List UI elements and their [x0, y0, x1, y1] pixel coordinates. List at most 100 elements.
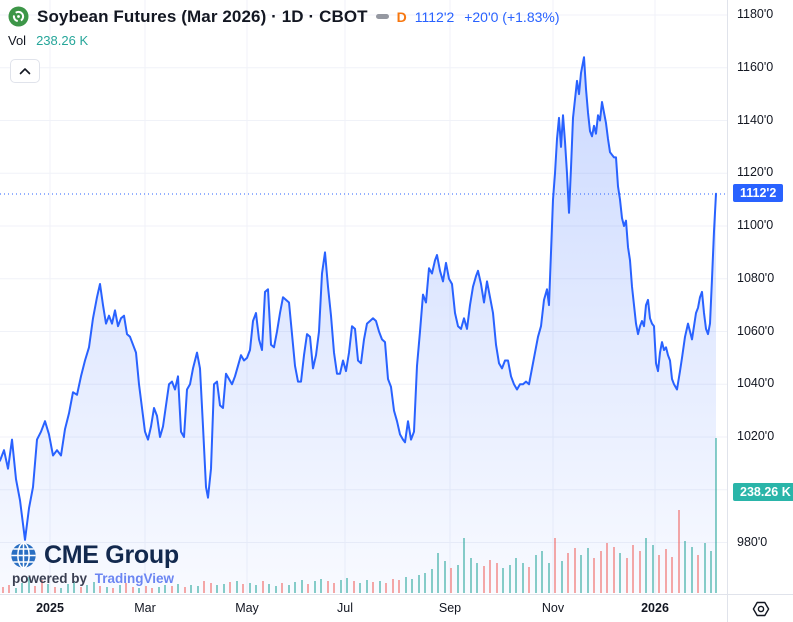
price-axis-label: 1040'0 — [737, 376, 775, 391]
volume-bar — [112, 588, 114, 593]
volume-label: Vol — [8, 33, 27, 48]
volume-bar — [645, 538, 647, 593]
last-price-and-change: 1112'2 +20'0 (+1.83%) — [415, 9, 560, 25]
volume-bar — [593, 558, 595, 593]
volume-bar — [2, 587, 4, 593]
time-axis-label: 2025 — [36, 601, 64, 615]
volume-bar — [333, 583, 335, 593]
volume-bar — [327, 581, 329, 593]
volume-bar — [398, 580, 400, 593]
axis-corner — [727, 594, 793, 622]
cme-group-logo-text[interactable]: CME Group — [44, 541, 179, 569]
volume-bar — [489, 560, 491, 593]
volume-bar — [366, 580, 368, 593]
volume-legend: Vol 238.26 K — [8, 33, 88, 48]
volume-bar — [444, 561, 446, 593]
volume-bar — [574, 548, 576, 593]
volume-bar — [483, 566, 485, 593]
volume-bar — [704, 543, 706, 593]
volume-bar — [275, 586, 277, 593]
volume-bar — [320, 579, 322, 593]
volume-bar — [639, 551, 641, 593]
volume-bar — [626, 558, 628, 593]
volume-bar — [535, 555, 537, 593]
price-axis-label: 1120'0 — [737, 165, 774, 180]
volume-bar — [34, 586, 36, 593]
time-axis-label: Nov — [541, 601, 565, 615]
soybean-symbol-icon — [8, 6, 29, 27]
volume-bar — [697, 555, 699, 593]
volume-bar — [684, 541, 686, 593]
volume-bar — [548, 563, 550, 593]
volume-bar — [73, 581, 75, 593]
volume-bar — [203, 581, 205, 593]
volume-bar — [60, 588, 62, 593]
volume-bar — [379, 581, 381, 593]
volume-bar — [288, 585, 290, 593]
gear-icon[interactable] — [750, 598, 772, 620]
volume-bar — [431, 569, 433, 593]
volume-bar — [171, 586, 173, 593]
price-axis-label: 1140'0 — [737, 112, 774, 127]
last-price-badge: 1112'2 — [733, 184, 784, 202]
volume-badge: 238.26 K — [733, 483, 793, 501]
volume-bar — [301, 580, 303, 593]
volume-bar — [184, 587, 186, 593]
time-axis-label: Mar — [134, 601, 156, 615]
volume-bar — [99, 586, 101, 593]
price-axis-label: 980'0 — [737, 534, 768, 549]
volume-bar — [710, 551, 712, 593]
price-line-series — [0, 56, 717, 541]
volume-bar — [314, 581, 316, 593]
volume-bar — [385, 583, 387, 593]
interval-label: D — [396, 8, 407, 25]
volume-bar — [658, 555, 660, 593]
volume-bar — [8, 585, 10, 593]
price-axis-label: 1060'0 — [737, 323, 775, 338]
volume-bar — [210, 583, 212, 593]
price-axis[interactable]: 1112'2 238.26 K 1180'0 1160'0 1140'0 1120'0… — [727, 0, 793, 594]
volume-bar — [268, 584, 270, 593]
tradingview-link[interactable]: TradingView — [94, 571, 175, 586]
price-chart[interactable] — [0, 0, 727, 594]
volume-bar — [613, 547, 615, 593]
volume-bar — [41, 580, 43, 593]
volume-bar — [67, 584, 69, 593]
volume-bar — [522, 563, 524, 593]
attribution: CME Group powered by TradingView — [10, 541, 179, 586]
price-axis-label: 1080'0 — [737, 270, 775, 285]
volume-bar — [138, 588, 140, 593]
symbol-title[interactable]: Soybean Futures (Mar 2026) · 1D · CBOT — [37, 6, 368, 26]
volume-bar — [372, 582, 374, 593]
volume-bar — [678, 510, 680, 593]
volume-bar — [158, 587, 160, 593]
volume-bar — [47, 584, 49, 593]
volume-bar — [691, 547, 693, 593]
volume-bar — [236, 581, 238, 593]
volume-bar — [145, 586, 147, 593]
volume-bar — [671, 557, 673, 593]
volume-bar — [554, 538, 556, 593]
time-axis-label: May — [235, 601, 259, 615]
volume-bar — [93, 582, 95, 593]
volume-bar — [502, 568, 504, 593]
volume-bar — [411, 579, 413, 593]
collapse-pane-button[interactable] — [10, 59, 40, 83]
volume-bar — [561, 561, 563, 593]
time-axis[interactable]: 2025 Mar May Jul Sep Nov 2026 — [0, 594, 727, 622]
volume-bar — [580, 555, 582, 593]
volume-bar — [21, 583, 23, 593]
volume-bar — [424, 573, 426, 593]
volume-bar — [242, 584, 244, 593]
volume-bar — [177, 584, 179, 593]
volume-bar — [294, 582, 296, 593]
volume-bar — [450, 568, 452, 593]
volume-bar — [359, 583, 361, 593]
symbol-legend: Soybean Futures (Mar 2026) · 1D · CBOT D… — [8, 6, 560, 27]
volume-bar — [190, 585, 192, 593]
volume-bar — [216, 585, 218, 593]
volume-bar — [600, 551, 602, 593]
change-value: +20'0 (+1.83%) — [464, 8, 560, 25]
volume-bar — [392, 579, 394, 593]
